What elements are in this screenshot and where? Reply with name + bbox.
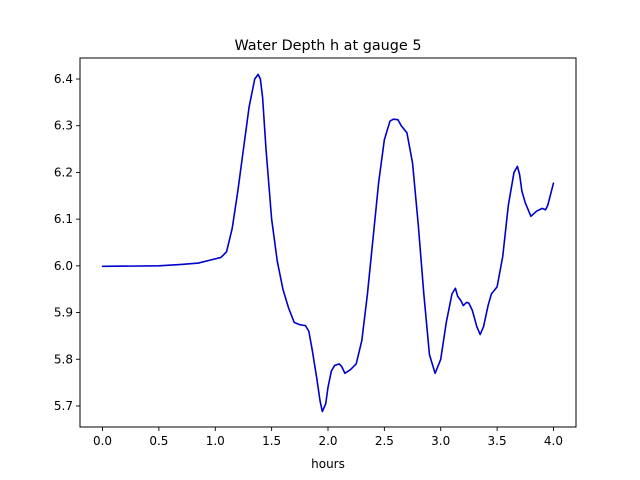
x-tick-label: 0.0 bbox=[93, 434, 112, 448]
x-tick-label: 3.5 bbox=[488, 434, 507, 448]
y-tick-label: 5.8 bbox=[54, 352, 73, 366]
x-tick-label: 2.0 bbox=[318, 434, 337, 448]
plot-area bbox=[79, 57, 577, 428]
x-tick-label: 2.5 bbox=[375, 434, 394, 448]
x-tick-label: 1.5 bbox=[262, 434, 281, 448]
x-tick-label: 1.0 bbox=[206, 434, 225, 448]
x-tick-label: 4.0 bbox=[544, 434, 563, 448]
y-tick-label: 5.9 bbox=[54, 306, 73, 320]
y-axis-ticks: 5.7 5.8 5.9 6.0 6.1 6.2 6.3 6.4 bbox=[54, 72, 80, 413]
plot-frame bbox=[79, 57, 577, 428]
y-tick-label: 6.3 bbox=[54, 119, 73, 133]
x-axis-ticks: 0.0 0.5 1.0 1.5 2.0 2.5 3.0 3.5 4.0 bbox=[93, 427, 563, 448]
chart-title: Water Depth h at gauge 5 bbox=[234, 38, 421, 54]
y-tick-label: 5.7 bbox=[54, 399, 73, 413]
y-tick-label: 6.0 bbox=[54, 259, 73, 273]
x-tick-label: 0.5 bbox=[149, 434, 168, 448]
y-tick-label: 6.2 bbox=[54, 165, 73, 179]
y-tick-label: 6.4 bbox=[54, 72, 73, 86]
series-line-0 bbox=[101, 73, 555, 413]
x-tick-label: 3.0 bbox=[431, 434, 450, 448]
y-tick-label: 6.1 bbox=[54, 212, 73, 226]
x-axis-label: hours bbox=[311, 457, 345, 471]
